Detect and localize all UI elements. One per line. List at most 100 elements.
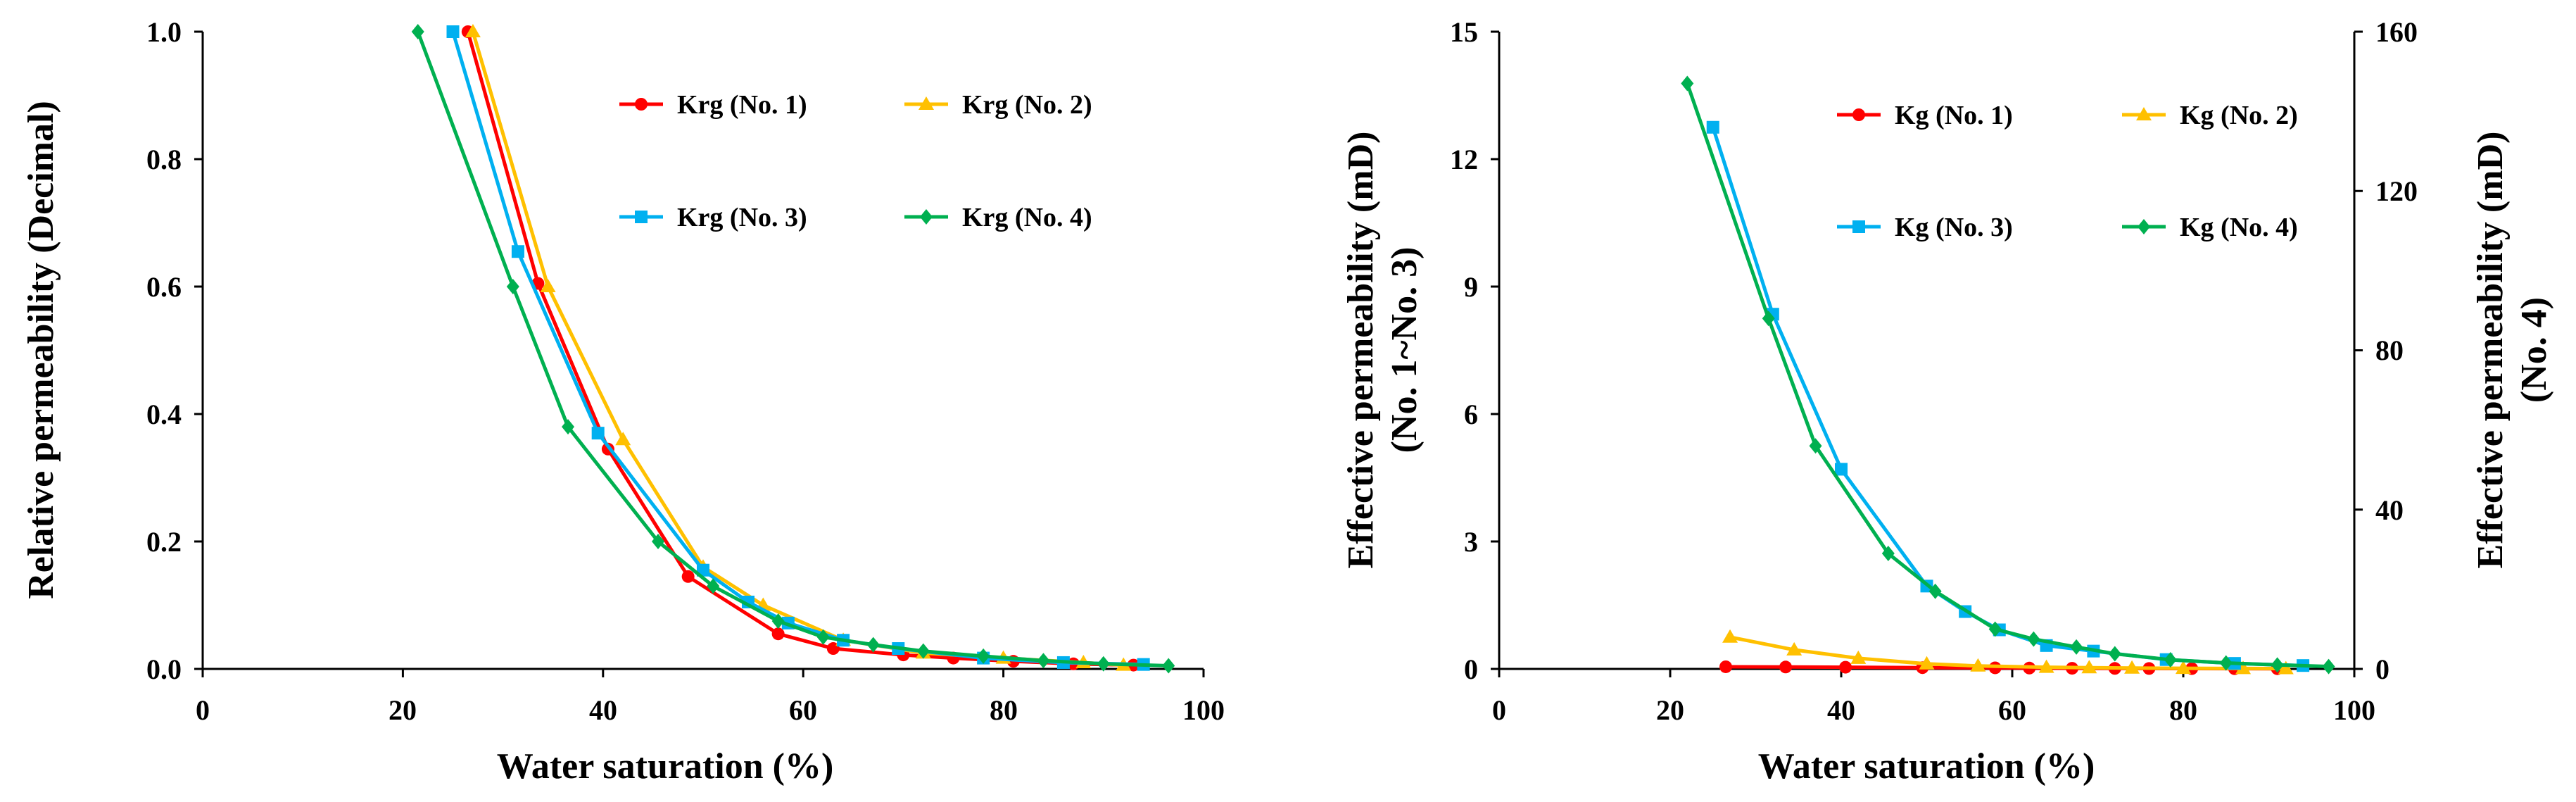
data-point-kg-no-4 [2070,639,2083,655]
data-point-krg-no-4 [1097,656,1110,672]
data-point-kg-no-2 [2124,660,2140,674]
legend-label: Kg (No. 3) [1895,213,2013,242]
y2-tick-label: 40 [2375,494,2404,526]
data-point-kg-no-2 [1786,641,1802,656]
legend-marker [1852,220,1865,233]
data-point-kg-no-2 [2081,660,2097,674]
data-point-kg-no-1 [1719,660,1732,673]
y-axis-label: Effective permeability (mD) [1341,132,1381,569]
data-point-kg-no-2 [1850,650,1867,664]
data-point-krg-no-4 [652,534,665,549]
legend-marker [2138,219,2150,234]
legend-label: Kg (No. 1) [1895,101,2013,130]
data-point-krg-no-4 [771,613,785,629]
y-tick-label: 0.0 [146,653,182,685]
data-point-kg-no-4 [2108,646,2121,662]
y-axis-label: Relative permeability (Decimal) [21,101,61,599]
legend-label: Krg (No. 4) [962,203,1092,232]
data-point-kg-no-2 [2038,659,2054,673]
data-point-kg-no-2 [2278,660,2294,675]
legend-marker-kg-4 [2122,219,2166,234]
relative-permeability-chart: 0 20 40 60 80 100 0.0 0.2 0.4 0.6 0.8 1.… [21,16,1225,787]
y2-tick-label: 120 [2375,175,2418,207]
data-point-krg-no-4 [562,419,575,435]
data-point-kg-no-4 [2219,655,2233,671]
legend-marker-kg-1 [1837,108,1881,121]
y-axis-label-line2: (No. 1~No. 3) [1384,247,1425,453]
y-tick-label: 15 [1450,16,1478,48]
data-point-kg-no-2 [2176,660,2191,675]
y-tick-label: 0.8 [146,144,182,175]
legend-label: Krg (No. 1) [677,90,807,120]
legend-marker-kg-3 [1837,220,1881,233]
data-point-kg-no-4 [1809,438,1822,454]
effective-permeability-chart: 0 20 40 60 80 100 0 3 6 9 12 15 0 40 80 … [1341,16,2554,787]
y2-axis-label: Effective permeability (mD) [2470,132,2511,569]
data-point-krg-no-4 [1037,653,1050,669]
y-tick-label: 12 [1450,144,1478,175]
x-tick-label: 40 [589,694,617,726]
data-point-kg-no-4 [1681,75,1694,92]
legend-marker [2136,107,2152,120]
data-point-kg-no-1 [1839,660,1852,674]
x-tick-label: 80 [990,694,1018,726]
data-point-krg-no-3 [591,427,605,440]
data-point-kg-no-2 [2235,660,2252,675]
y-tick-label: 3 [1464,526,1478,558]
data-point-krg-no-2 [465,24,481,37]
series-layer [411,24,1175,674]
series-line-kg-no-2 [1729,635,2286,670]
x-tick-label: 20 [389,694,417,726]
data-point-kg-no-4 [1988,621,2002,637]
data-point-krg-no-4 [506,279,519,294]
data-point-krg-no-2 [615,432,631,446]
legend-marker [920,209,933,225]
legend-marker [635,211,648,223]
data-point-krg-no-4 [707,578,720,594]
y-tick-label: 0 [1464,653,1478,685]
legend-label: Kg (No. 2) [2180,101,2298,130]
tick-marks [194,30,1205,677]
y2-tick-label: 0 [2375,653,2389,685]
y-tick-label: 1.0 [146,16,182,48]
data-point-krg-no-4 [916,643,930,659]
y-tick-label: 0.4 [146,399,182,430]
legend-marker [918,96,934,110]
data-point-kg-no-4 [2164,651,2177,668]
legend-marker-krg-2 [904,96,948,110]
legend-marker [1852,108,1865,121]
data-point-kg-no-4 [2322,658,2335,675]
data-point-kg-no-3 [1835,463,1848,476]
legend-marker-kg-2 [2122,107,2166,120]
legend: Krg (No. 1) Krg (No. 2) Krg (No. 3) Krg … [619,90,1092,232]
series-line-krg-no-1 [466,31,1134,668]
data-point-kg-no-3 [1706,120,1719,134]
data-point-kg-no-4 [2027,631,2040,647]
data-point-kg-no-2 [1970,658,1986,672]
y-tick-label: 0.6 [146,271,182,303]
data-point-krg-no-4 [977,648,990,664]
data-point-krg-no-2 [540,279,556,292]
series-line-kg-no-3 [1711,127,2304,668]
data-point-krg-no-3 [511,245,524,258]
series-line-krg-no-4 [416,31,1169,668]
y-tick-label: 9 [1464,271,1478,303]
x-axis-label: Water saturation (%) [1758,746,2095,787]
legend-marker-krg-3 [619,211,663,223]
x-tick-label: 100 [1182,694,1225,726]
legend-marker-krg-1 [619,98,663,111]
x-tick-label: 60 [789,694,817,726]
data-point-kg-no-4 [1881,545,1895,561]
data-point-kg-no-4 [1762,311,1775,327]
legend-label: Krg (No. 3) [677,203,807,232]
legend-label: Krg (No. 2) [962,90,1092,120]
data-point-kg-no-4 [2271,657,2284,673]
tick-marks [1491,30,2363,677]
x-axis-label: Water saturation (%) [497,746,834,787]
legend-marker-krg-4 [904,209,948,225]
data-point-kg-no-1 [1779,660,1793,674]
y-tick-label: 6 [1464,399,1478,430]
data-point-krg-no-1 [681,570,695,583]
data-point-krg-no-4 [411,24,424,39]
